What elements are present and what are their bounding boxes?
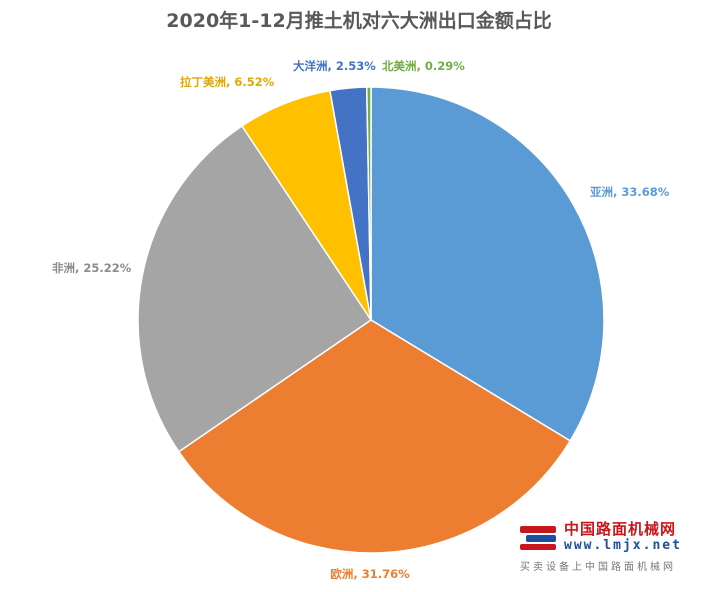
chart-title: 2020年1-12月推土机对六大洲出口金额占比 (166, 10, 552, 32)
pie-slice-5 (365, 86, 372, 321)
slice-label-4: 大洋洲, 2.53% (293, 59, 376, 73)
pie-slice-0 (370, 86, 605, 442)
watermark: 中国路面机械网 www.lmjx.net 买卖设备上中国路面机械网 (520, 516, 710, 574)
slice-label-3: 拉丁美洲, 6.52% (180, 75, 275, 89)
pie-slice-1 (177, 319, 572, 554)
watermark-slogan: 买卖设备上中国路面机械网 (520, 562, 676, 573)
slice-label-5: 北美洲, 0.29% (382, 59, 465, 73)
slice-label-2: 非洲, 25.22% (52, 261, 132, 275)
watermark-url: www.lmjx.net (564, 538, 682, 553)
pie-slice-2 (137, 124, 373, 453)
watermark-name: 中国路面机械网 (564, 520, 677, 538)
slice-label-1: 欧洲, 31.76% (330, 567, 410, 581)
slice-label-0: 亚洲, 33.68% (590, 185, 670, 199)
lmjx-logo-icon (520, 522, 556, 552)
